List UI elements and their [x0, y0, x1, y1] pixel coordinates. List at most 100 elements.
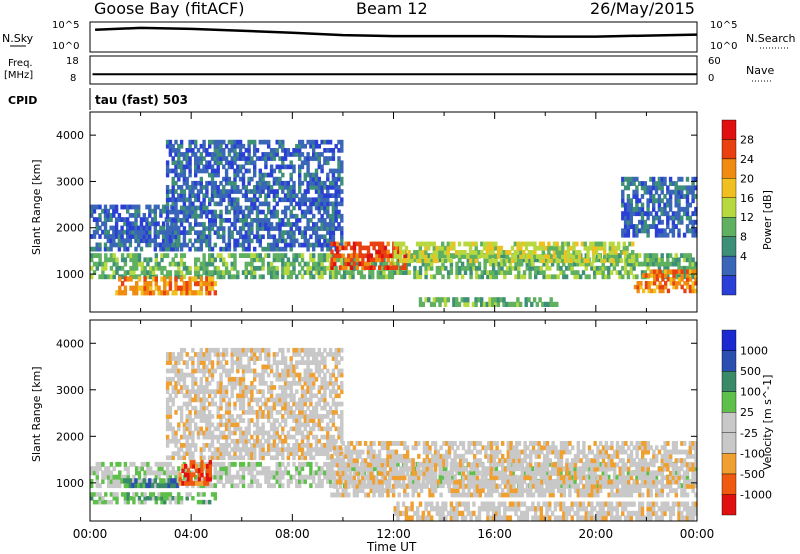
- heatmap-cell: [628, 241, 632, 247]
- heatmap-cell: [623, 270, 628, 275]
- heatmap-cell: [247, 418, 251, 423]
- heatmap-cell: [567, 483, 572, 489]
- heatmap-cell: [666, 185, 670, 191]
- heatmap-cell: [649, 176, 653, 182]
- heatmap-cell: [132, 265, 136, 271]
- heatmap-cell: [267, 230, 271, 235]
- heatmap-cell: [677, 265, 681, 271]
- heatmap-cell: [104, 474, 108, 480]
- heatmap-cell: [463, 250, 467, 255]
- heatmap-cell: [340, 257, 344, 263]
- heatmap-cell: [594, 250, 599, 255]
- heatmap-cell: [224, 270, 229, 275]
- heatmap-cell: [468, 241, 473, 247]
- heatmap-cell: [244, 261, 248, 267]
- heatmap-cell: [535, 301, 539, 307]
- heatmap-cell: [317, 483, 321, 489]
- heatmap-cell: [660, 176, 664, 182]
- heatmap-cell: [312, 470, 316, 476]
- heatmap-cell: [295, 430, 299, 436]
- heatmap-cell: [213, 209, 217, 215]
- heatmap-cell: [314, 139, 319, 145]
- heatmap-cell: [118, 276, 122, 282]
- heatmap-cell: [199, 430, 203, 436]
- heatmap-cell: [216, 356, 220, 361]
- heatmap-cell: [510, 254, 515, 259]
- heatmap-cell: [101, 221, 105, 227]
- heatmap-cell: [303, 226, 307, 231]
- heatmap-cell: [300, 474, 305, 480]
- heatmap-cell: [213, 352, 217, 357]
- heatmap-cell: [241, 410, 246, 415]
- heatmap-cell: [261, 401, 265, 407]
- heatmap-cell: [210, 422, 215, 428]
- heatmap-cell: [576, 261, 580, 267]
- heatmap-cell: [137, 204, 141, 210]
- heatmap-cell: [95, 217, 99, 222]
- heatmap-cell: [652, 224, 656, 229]
- heatmap-cell: [418, 258, 422, 264]
- heatmap-cell: [337, 209, 341, 215]
- heatmap-cell: [247, 205, 251, 211]
- heatmap-cell: [278, 385, 282, 390]
- heatmap-cell: [137, 242, 141, 248]
- heatmap-cell: [250, 238, 254, 244]
- heatmap-cell: [349, 257, 354, 263]
- heatmap-cell: [375, 249, 379, 255]
- heatmap-cell: [253, 274, 257, 280]
- heatmap-cell: [261, 185, 265, 190]
- heatmap-cell: [230, 230, 234, 235]
- heatmap-cell: [688, 189, 692, 195]
- heatmap-cell: [536, 270, 541, 275]
- heatmap-cell: [179, 230, 184, 235]
- heatmap-cell: [90, 470, 94, 476]
- heatmap-cell: [635, 461, 639, 467]
- heatmap-cell: [171, 385, 175, 390]
- heatmap-cell: [281, 426, 285, 432]
- heatmap-cell: [194, 281, 198, 287]
- heatmap-cell: [399, 254, 403, 259]
- heatmap-cell: [267, 470, 271, 476]
- heatmap-cell: [629, 261, 633, 267]
- heatmap-cell: [106, 274, 111, 280]
- heatmap-cell: [502, 258, 506, 264]
- heatmap-cell: [281, 148, 285, 153]
- heatmap-cell: [435, 483, 440, 489]
- heatmap-cell: [174, 168, 178, 174]
- heatmap-cell: [300, 265, 305, 271]
- heatmap-cell: [694, 281, 698, 286]
- heatmap-cell: [199, 418, 203, 423]
- heatmap-cell: [292, 461, 296, 467]
- heatmap-cell: [272, 470, 277, 476]
- heatmap-cell: [387, 479, 392, 484]
- heatmap-cell: [188, 492, 192, 497]
- heatmap-cell: [210, 285, 215, 291]
- heatmap-cell: [295, 372, 299, 378]
- heatmap-cell: [253, 474, 257, 480]
- heatmap-cell: [312, 176, 316, 182]
- heatmap-cell: [573, 261, 577, 267]
- heatmap-cell: [691, 232, 695, 238]
- heatmap-cell: [205, 281, 209, 287]
- heatmap-cell: [139, 234, 144, 239]
- heatmap-cell: [238, 152, 243, 157]
- heatmap-cell: [615, 474, 619, 480]
- heatmap-cell: [269, 213, 274, 219]
- heatmap-cell: [165, 197, 170, 203]
- heatmap-cell: [508, 461, 513, 467]
- heatmap-cell: [283, 372, 288, 378]
- heatmap-cell: [564, 274, 569, 280]
- heatmap-cell: [295, 257, 299, 263]
- heatmap-cell: [525, 461, 529, 467]
- heatmap-cell: [538, 297, 542, 303]
- heatmap-cell: [623, 185, 628, 191]
- heatmap-cell: [216, 156, 220, 161]
- heatmap-cell: [519, 245, 523, 251]
- heatmap-cell: [236, 397, 240, 403]
- heatmap-cell: [222, 274, 226, 280]
- heatmap-cell: [208, 443, 212, 448]
- heatmap-cell: [340, 189, 344, 194]
- heatmap-cell: [179, 189, 184, 194]
- heatmap-cell: [542, 270, 546, 275]
- heatmap-cell: [361, 245, 365, 251]
